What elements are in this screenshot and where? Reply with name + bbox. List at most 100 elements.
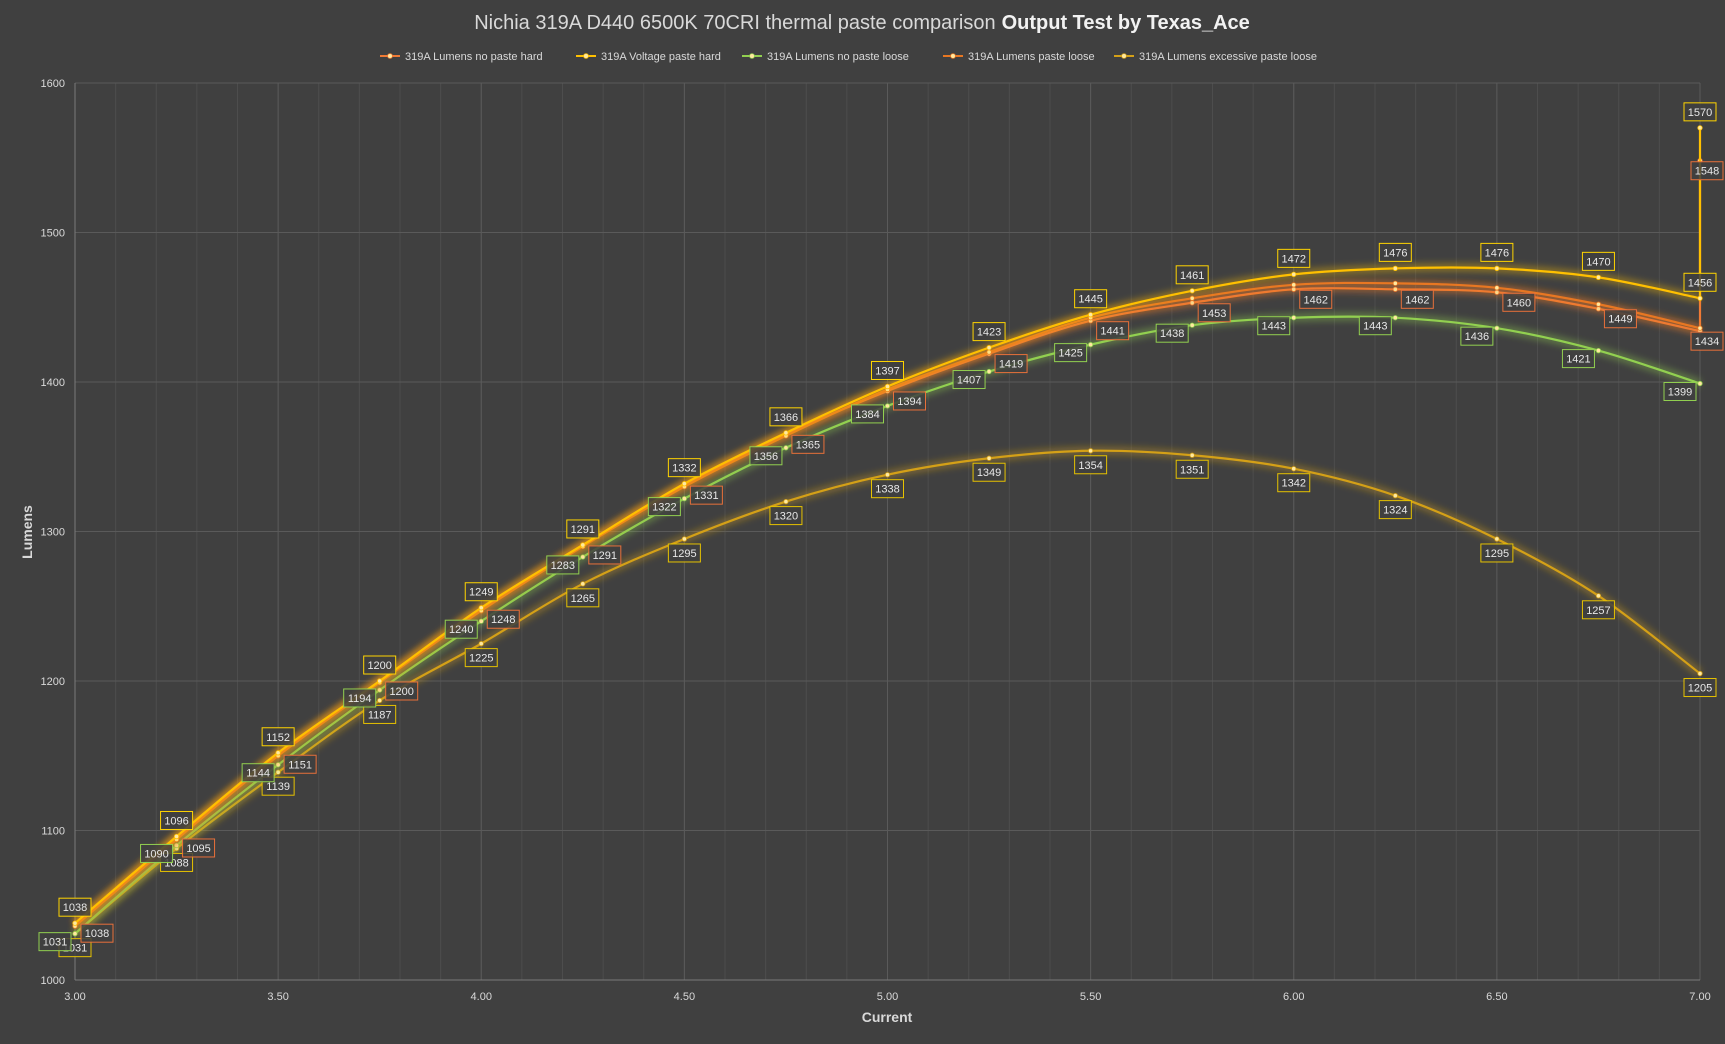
series-5: [72, 446, 1703, 938]
data-label-box: [769, 407, 803, 427]
data-label-text: 1394: [897, 396, 921, 408]
data-label-text: 1445: [1078, 294, 1102, 306]
data-label-box: [791, 434, 825, 454]
data-point: [884, 383, 891, 390]
data-point: [1595, 348, 1602, 354]
data-label: 1322: [647, 497, 681, 517]
data-label-text: 1200: [367, 660, 391, 672]
x-tick-label: 3.50: [267, 991, 288, 1003]
data-label-text: 1441: [1100, 326, 1124, 338]
data-label-box: [363, 655, 397, 675]
data-label-box: [385, 681, 419, 701]
data-label-box: [464, 648, 498, 668]
data-point: [1291, 271, 1297, 277]
data-point: [478, 618, 484, 624]
data-point: [72, 920, 78, 926]
data-label-text: 1456: [1688, 277, 1712, 289]
data-label-box: [1561, 349, 1595, 369]
data-label-text: 1152: [266, 732, 290, 744]
data-point: [681, 536, 687, 542]
data-label-text: 1366: [774, 412, 798, 424]
data-label: 1394: [893, 391, 926, 411]
data-point: [1189, 322, 1195, 328]
data-label-text: 1144: [246, 768, 270, 780]
legend-marker: [1121, 53, 1127, 59]
data-point: [1697, 125, 1703, 131]
x-tick-label: 5.50: [1080, 991, 1101, 1003]
chart-title-main: Nichia 319A D440 6500K 70CRI thermal pas…: [474, 12, 995, 34]
data-label-box: [1054, 343, 1088, 363]
data-label-box: [1480, 543, 1514, 563]
data-label-box: [647, 497, 681, 517]
data-label: 1332: [667, 458, 701, 478]
data-label-text: 1324: [1383, 505, 1407, 517]
data-point: [1697, 325, 1703, 331]
data-label-box: [1175, 459, 1209, 479]
data-label-box: [1358, 316, 1392, 336]
data-label-text: 1283: [551, 560, 575, 572]
data-label-text: 1462: [1405, 294, 1429, 306]
data-label-text: 1187: [368, 709, 392, 721]
x-tick-label: 7.00: [1689, 991, 1710, 1003]
x-tick-label: 4.50: [674, 991, 695, 1003]
data-label-box: [464, 582, 498, 602]
data-point: [986, 455, 992, 461]
data-label: 1443: [1358, 316, 1392, 336]
data-label-text: 1399: [1668, 386, 1692, 398]
data-label-text: 1225: [469, 653, 493, 665]
data-label: 1445: [1074, 289, 1108, 309]
data-label-box: [343, 688, 377, 708]
data-label-text: 1095: [186, 843, 210, 855]
legend-label: 319A Voltage paste hard: [601, 51, 721, 63]
data-label: 1570: [1683, 102, 1717, 122]
data-label: 1438: [1155, 323, 1189, 343]
data-label: 1320: [769, 506, 803, 526]
data-label: 1397: [871, 360, 904, 380]
data-label: 1187: [363, 704, 397, 724]
data-point: [986, 345, 992, 351]
data-label: 1425: [1054, 343, 1088, 363]
x-tick-label: 6.00: [1283, 991, 1304, 1003]
x-tick-label: 5.00: [877, 991, 898, 1003]
data-label: 1461: [1175, 265, 1209, 285]
data-label: 1443: [1257, 316, 1291, 336]
data-label-text: 1407: [957, 375, 981, 387]
data-label-box: [952, 370, 986, 390]
data-label: 1399: [1663, 381, 1697, 401]
data-label-text: 1331: [694, 490, 718, 502]
data-label-box: [38, 932, 72, 952]
data-label-text: 1434: [1695, 336, 1719, 348]
data-label: 1548: [1690, 161, 1724, 181]
legend-label: 319A Lumens no paste loose: [767, 51, 909, 63]
data-label-box: [1683, 102, 1717, 122]
data-label: 1038: [80, 923, 114, 943]
data-label-box: [1277, 473, 1311, 493]
data-label-text: 1548: [1695, 166, 1719, 178]
data-label-box: [546, 555, 580, 575]
data-label-text: 1570: [1688, 107, 1712, 119]
data-label: 1248: [486, 609, 520, 629]
data-point: [1494, 265, 1500, 271]
data-label: 1366: [769, 407, 803, 427]
data-label: 1291: [588, 545, 622, 565]
data-label-text: 1205: [1688, 683, 1712, 695]
data-label-text: 1240: [449, 624, 473, 636]
grid: [74, 82, 1701, 981]
data-point: [1189, 452, 1195, 458]
data-label-box: [1480, 242, 1514, 262]
data-label: 1324: [1378, 500, 1412, 520]
legend-item-2: 319A Voltage paste hard: [576, 51, 721, 63]
data-label-text: 1423: [977, 327, 1001, 339]
x-axis-title: Current: [862, 1009, 913, 1025]
data-point: [884, 403, 891, 409]
data-label-box: [1155, 323, 1189, 343]
data-point: [783, 445, 789, 451]
data-label-box: [1378, 500, 1412, 520]
data-label: 1462: [1299, 289, 1333, 309]
data-label: 1152: [261, 727, 295, 747]
data-label-box: [1581, 251, 1615, 271]
series-2: [72, 125, 1705, 927]
data-label-box: [1175, 265, 1209, 285]
y-axis-title: Lumens: [19, 505, 35, 559]
data-label-box: [689, 485, 723, 505]
